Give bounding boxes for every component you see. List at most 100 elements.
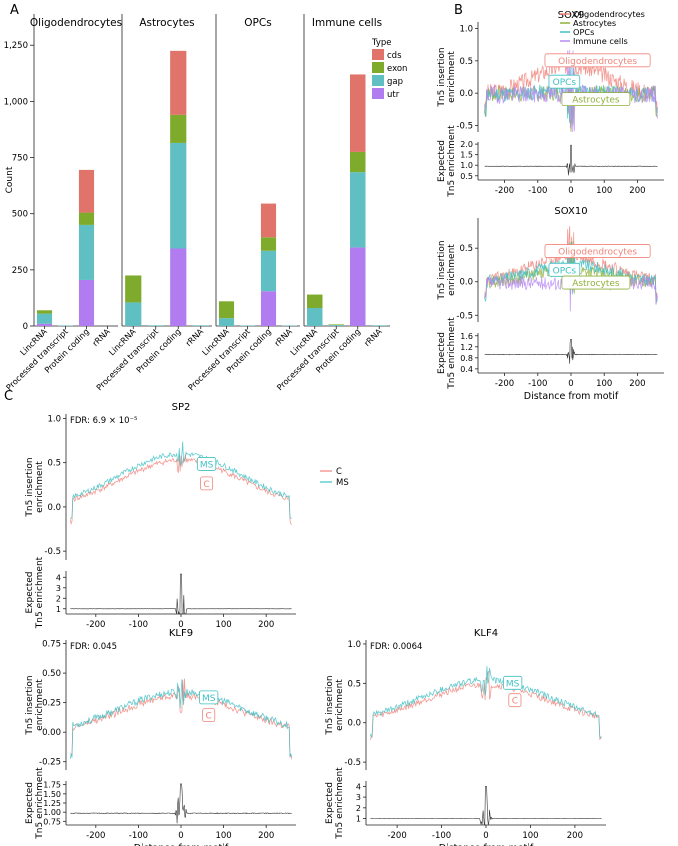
expected-y-tick-label: 0.75 xyxy=(43,817,61,826)
y-tick-label: 1.0 xyxy=(47,414,61,424)
expected-y-title-line1: Expected xyxy=(325,782,335,824)
bar-segment-exon xyxy=(78,212,95,225)
bar-segment-cds xyxy=(170,50,187,115)
y-tick-label: 0.0 xyxy=(47,503,61,513)
annotation-box xyxy=(544,244,651,258)
panel-label-c: C xyxy=(4,389,13,404)
y-tick-label: 750 xyxy=(12,154,28,164)
plot-title-c-klf9: KLF9 xyxy=(169,628,193,639)
y-tick-label: -0.5 xyxy=(44,547,61,557)
legend-label-ms: MS xyxy=(336,478,349,488)
bar-segment-cds xyxy=(78,169,95,213)
expected-line xyxy=(484,339,658,364)
y-tick-label: 0.5 xyxy=(459,244,473,254)
facet-title: Oligodendrocytes xyxy=(30,17,122,29)
annotation-label: MS xyxy=(202,694,216,704)
x-tick-label: 200 xyxy=(629,186,645,196)
bar-segment-gap xyxy=(350,172,366,248)
expected-y-tick-label: 1.5 xyxy=(460,151,473,160)
x-tick-label: -200 xyxy=(495,186,514,196)
bar-segment-exon xyxy=(36,310,53,314)
y-tick-label: 500 xyxy=(12,210,28,220)
y-tick-label: 1,250 xyxy=(4,41,28,51)
expected-y-title-line1: Expected xyxy=(437,140,447,182)
expected-y-tick-label: 1.2 xyxy=(460,343,473,352)
annotation-box xyxy=(508,693,522,708)
y-tick-label: -0.5 xyxy=(456,122,473,132)
legend-label-opcs: OPCs xyxy=(573,27,594,37)
panel-a-bar-chart: 0 250 500 750 1,000 1,250 Count Oligodendrocyte… xyxy=(4,14,407,392)
y-tick-label: 1.0 xyxy=(347,640,361,650)
expected-line xyxy=(70,573,292,615)
fdr-label-c-klf4: FDR: 0.0064 xyxy=(370,642,422,652)
legend-swatch-gap xyxy=(372,75,384,86)
bar-segment-gap xyxy=(170,142,187,249)
y-tick-label: 1.0 xyxy=(459,24,473,34)
annotation-label: OPCs xyxy=(553,78,577,88)
expected-line xyxy=(484,144,658,176)
x-tick-label: 200 xyxy=(567,831,583,841)
annotation-label: C xyxy=(203,480,209,490)
x-tick-label: 0 xyxy=(178,831,183,841)
bar-segment-cds xyxy=(350,74,366,152)
bar-segment-exon xyxy=(328,324,344,326)
bar-segment-gap xyxy=(218,318,235,326)
y-tick-label: 0.0 xyxy=(459,89,473,99)
series-line-ms xyxy=(70,441,292,520)
bar-segment-exon xyxy=(307,294,323,309)
legend-label-oligodendrocytes: Oligodendrocytes xyxy=(573,9,645,19)
x-tick-label: 200 xyxy=(629,379,645,389)
y-tick-label: -0.5 xyxy=(344,758,361,768)
annotation-label: C xyxy=(512,697,518,707)
x-tick-label: -100 xyxy=(528,186,547,196)
expected-y-title-line2: Tn5 enrichment xyxy=(35,556,45,629)
y-tick-label: 1,000 xyxy=(4,97,28,107)
bar-segment-exon xyxy=(125,275,142,303)
annotation-box xyxy=(200,476,214,491)
x-tick-label: 0 xyxy=(568,379,573,389)
x-tick-label: rRNA xyxy=(183,326,205,348)
series-line-ms xyxy=(370,666,602,739)
legend-swatch-exon xyxy=(372,62,384,73)
y-tick-label: 0.5 xyxy=(347,679,361,689)
x-tick-label: 100 xyxy=(596,186,612,196)
y-axis-title-line2: enrichment xyxy=(335,679,345,731)
x-tick-label: -200 xyxy=(495,379,514,389)
annotation-label: MS xyxy=(506,679,520,689)
x-tick-label: -100 xyxy=(528,379,547,389)
y-tick-label: 0.0 xyxy=(347,719,361,729)
fdr-label-c-klf9: FDR: 0.045 xyxy=(70,642,117,652)
expected-y-tick-label: 4 xyxy=(56,573,61,582)
expected-y-tick-label: 2 xyxy=(56,594,61,603)
x-tick-label: -100 xyxy=(129,620,148,630)
x-tick-label: -200 xyxy=(86,620,105,630)
expected-y-tick-label: 3 xyxy=(356,793,361,802)
y-axis-title-line1: Tn5 insertion xyxy=(437,47,447,107)
expected-y-title-line2: Tn5 enrichment xyxy=(447,317,457,390)
expected-y-tick-label: 1.0 xyxy=(460,161,473,170)
legend-label-exon: exon xyxy=(387,64,407,74)
expected-y-tick-label: 4 xyxy=(356,782,361,791)
expected-y-tick-label: 1.75 xyxy=(43,781,61,790)
annotation-label: Oligodendrocytes xyxy=(558,248,637,258)
legend-label-c: C xyxy=(336,467,342,477)
annotation-box xyxy=(196,457,217,471)
x-tick-label: 100 xyxy=(522,831,538,841)
annotation-label: Astrocytes xyxy=(572,279,620,289)
expected-y-tick-label: 0.4 xyxy=(460,365,473,374)
x-tick-label: -200 xyxy=(387,831,406,841)
expected-y-title-line1: Expected xyxy=(437,332,447,374)
expected-y-tick-label: 1.25 xyxy=(43,799,61,808)
legend-label-gap: gap xyxy=(387,77,403,87)
expected-y-tick-label: 1 xyxy=(56,605,61,614)
y-tick-label: 0.5 xyxy=(47,459,61,469)
bar-segment-gap xyxy=(371,325,387,326)
bar-segment-gap xyxy=(78,224,95,280)
annotation-box xyxy=(503,675,523,690)
expected-y-tick-label: 1.00 xyxy=(43,808,61,817)
expected-y-tick-label: 0.8 xyxy=(460,354,473,363)
bar-segment-cds xyxy=(260,203,277,238)
bar-segment-gap xyxy=(125,302,142,326)
annotation-box xyxy=(561,92,631,107)
x-tick-label: 0 xyxy=(483,831,488,841)
